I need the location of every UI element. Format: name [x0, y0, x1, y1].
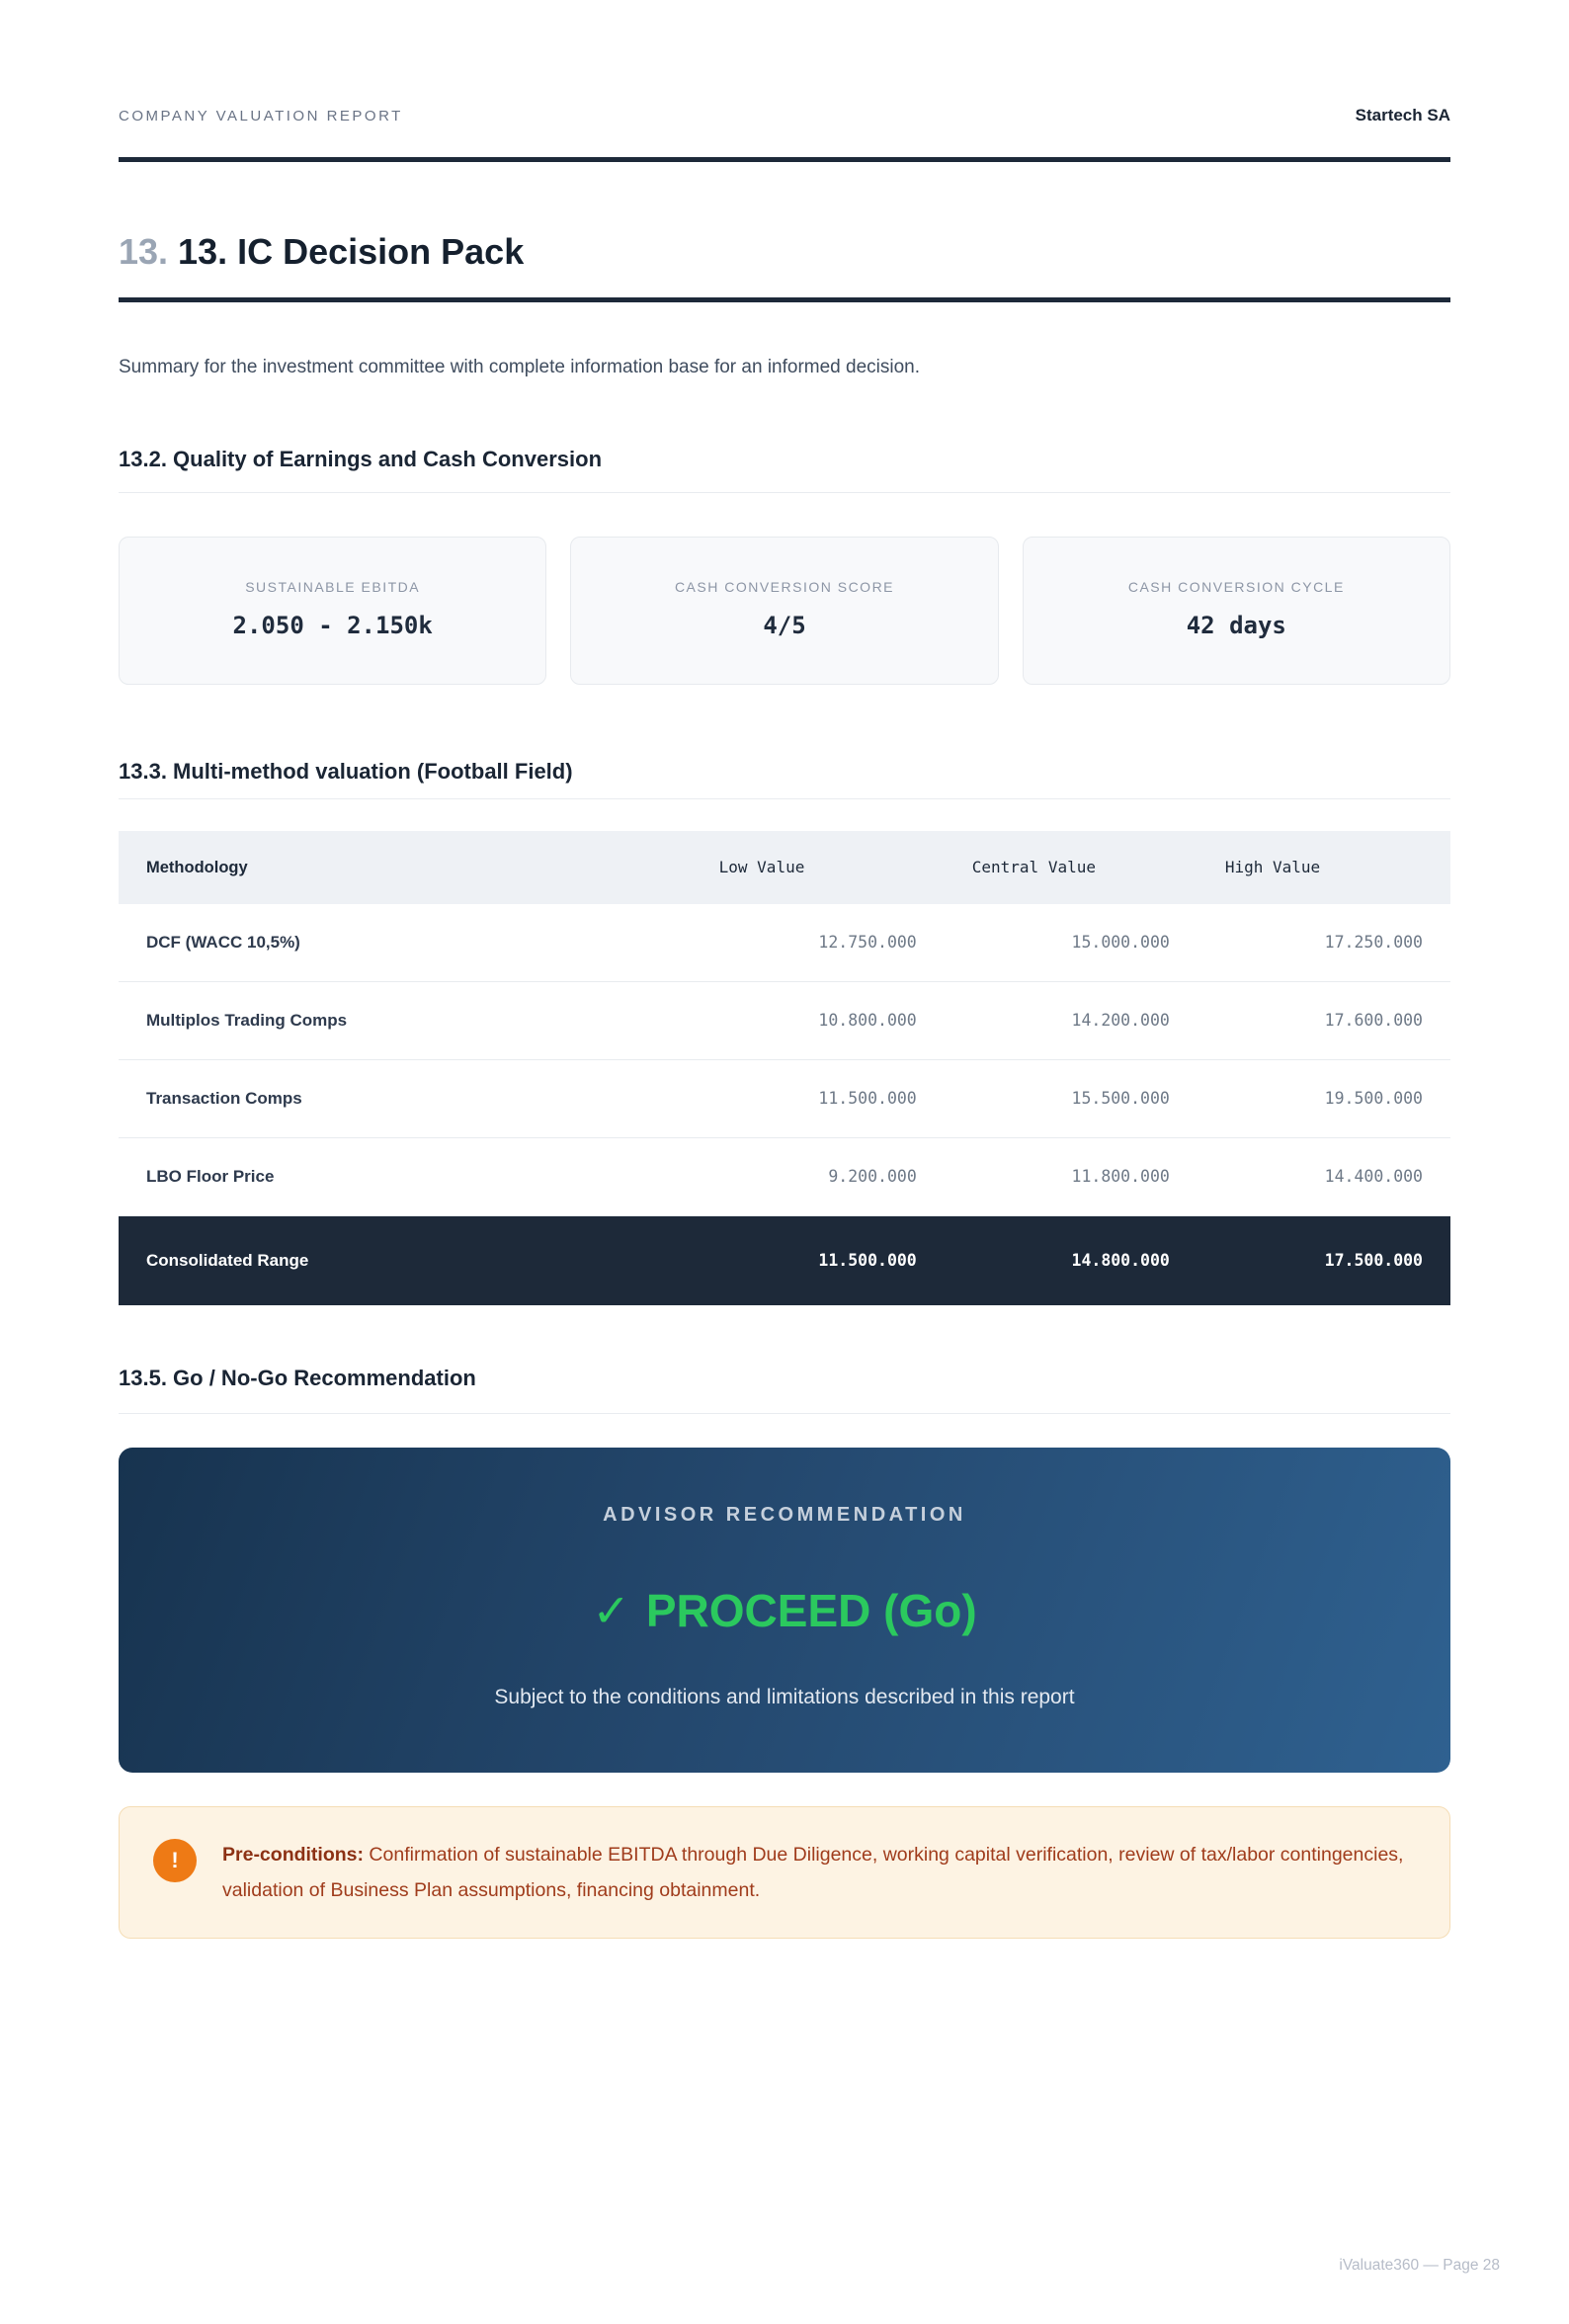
divider [119, 798, 1450, 799]
page-header: COMPANY VALUATION REPORT Startech SA [119, 105, 1450, 127]
low-value-cell: 11.500.000 [691, 1215, 945, 1305]
low-value-cell: 11.500.000 [691, 1059, 945, 1138]
report-type-label: COMPANY VALUATION REPORT [119, 108, 403, 124]
company-name: Startech SA [1355, 106, 1450, 124]
kpi-value: 4/5 [763, 612, 806, 639]
kpi-card-cash-conversion-score: CASH CONVERSION SCORE 4/5 [570, 537, 999, 685]
alert-icon: ! [153, 1839, 197, 1882]
title-rule [119, 297, 1450, 302]
kpi-label: CASH CONVERSION CYCLE [1127, 579, 1345, 595]
low-value-cell: 10.800.000 [691, 981, 945, 1060]
kpi-card-cash-conversion-cycle: CASH CONVERSION CYCLE 42 days [1022, 537, 1450, 685]
kpi-label: SUSTAINABLE EBITDA [245, 579, 421, 595]
table-row: Multiplos Trading Comps 10.800.000 14.20… [119, 981, 1450, 1060]
method-cell: Multiplos Trading Comps [119, 981, 692, 1060]
low-value-cell: 12.750.000 [691, 904, 945, 982]
table-header: Methodology Low Value Central Value High… [119, 831, 1450, 904]
report-page: COMPANY VALUATION REPORT Startech SA 13.… [0, 105, 1569, 2324]
high-value-cell: 17.500.000 [1197, 1215, 1450, 1305]
table-header-row: Methodology Low Value Central Value High… [119, 831, 1450, 904]
column-header-central-value: Central Value [944, 831, 1197, 904]
central-value-cell: 14.200.000 [944, 981, 1197, 1060]
method-cell: Consolidated Range [119, 1215, 692, 1305]
consolidated-range-row: Consolidated Range 11.500.000 14.800.000… [119, 1215, 1450, 1305]
advisor-decision: ✓ PROCEED (Go) [158, 1583, 1411, 1638]
advisor-recommendation-banner: ADVISOR RECOMMENDATION ✓ PROCEED (Go) Sub… [119, 1448, 1450, 1773]
preconditions-text: Pre-conditions: Confirmation of sustaina… [222, 1837, 1416, 1908]
advisor-banner-title: ADVISOR RECOMMENDATION [603, 1504, 966, 1526]
intro-paragraph: Summary for the investment committee wit… [119, 357, 921, 377]
decision-text: PROCEED (Go) [645, 1585, 977, 1636]
central-value-cell: 15.500.000 [944, 1059, 1197, 1138]
divider [119, 1413, 1450, 1414]
high-value-cell: 14.400.000 [1197, 1137, 1450, 1216]
check-icon: ✓ [592, 1585, 630, 1636]
table-row: DCF (WACC 10,5%) 12.750.000 15.000.000 1… [119, 904, 1450, 982]
kpi-value: 42 days [1186, 612, 1286, 639]
advisor-subtitle: Subject to the conditions and limitation… [494, 1686, 1075, 1708]
central-value-cell: 15.000.000 [944, 904, 1197, 982]
heading-multi-method-valuation: 13.3. Multi-method valuation (Football F… [119, 759, 573, 784]
central-value-cell: 11.800.000 [944, 1137, 1197, 1216]
page-footer: iValuate360 — Page 28 [1339, 2257, 1500, 2274]
preconditions-body: Confirmation of sustainable EBITDA throu… [222, 1844, 1404, 1901]
high-value-cell: 17.250.000 [1197, 904, 1450, 982]
page-title-text: 13. IC Decision Pack [178, 231, 525, 272]
heading-go-no-go: 13.5. Go / No-Go Recommendation [119, 1366, 476, 1390]
high-value-cell: 17.600.000 [1197, 981, 1450, 1060]
page-title: 13. 13. IC Decision Pack [119, 229, 1450, 274]
column-header-low-value: Low Value [691, 831, 945, 904]
section-number: 13. [119, 231, 169, 272]
high-value-cell: 19.500.000 [1197, 1059, 1450, 1138]
central-value-cell: 14.800.000 [944, 1215, 1197, 1305]
method-cell: DCF (WACC 10,5%) [119, 904, 692, 982]
method-cell: Transaction Comps [119, 1059, 692, 1138]
preconditions-label: Pre-conditions: [222, 1844, 365, 1866]
table-row: Transaction Comps 11.500.000 15.500.000 … [119, 1059, 1450, 1138]
column-header-high-value: High Value [1197, 831, 1450, 904]
low-value-cell: 9.200.000 [691, 1137, 945, 1216]
kpi-value: 2.050 - 2.150k [232, 612, 433, 639]
divider [119, 492, 1450, 493]
kpi-card-row: SUSTAINABLE EBITDA 2.050 - 2.150k CASH C… [119, 537, 1450, 685]
kpi-card-sustainable-ebitda: SUSTAINABLE EBITDA 2.050 - 2.150k [119, 537, 547, 685]
preconditions-warning-box: ! Pre-conditions: Confirmation of sustai… [119, 1806, 1450, 1939]
header-rule [119, 157, 1450, 162]
method-cell: LBO Floor Price [119, 1137, 692, 1216]
table-row: LBO Floor Price 9.200.000 11.800.000 14.… [119, 1137, 1450, 1216]
kpi-label: CASH CONVERSION SCORE [674, 579, 895, 595]
heading-quality-of-earnings: 13.2. Quality of Earnings and Cash Conve… [119, 447, 603, 471]
column-header-methodology: Methodology [119, 831, 692, 904]
football-field-table: Methodology Low Value Central Value High… [119, 831, 1450, 1305]
